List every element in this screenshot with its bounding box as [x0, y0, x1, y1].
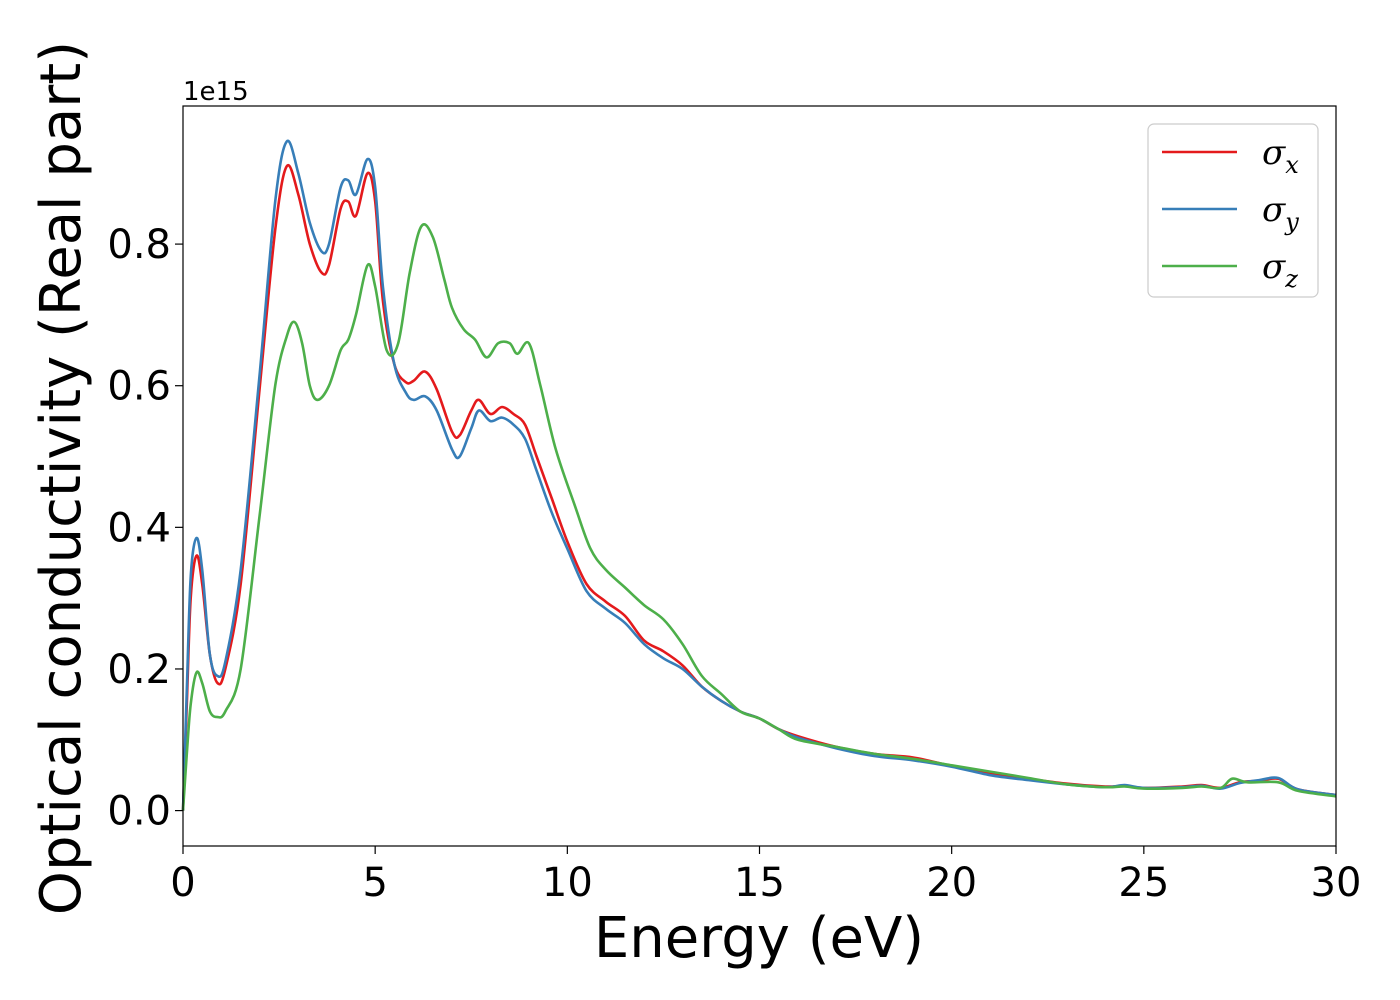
y-tick-label: 0.2 — [107, 647, 171, 693]
series-line-z — [181, 223, 1337, 811]
x-axis-label: Energy (eV) — [594, 906, 924, 971]
y-tick-label: 0.8 — [107, 222, 171, 268]
y-axis-ticks: 0.0 0.2 0.4 0.6 0.8 — [107, 222, 183, 835]
legend-label-subscript: x — [1285, 151, 1299, 179]
y-tick-label: 0.0 — [107, 789, 171, 835]
x-tick-label: 0 — [170, 860, 195, 906]
y-axis-label: Optical conductivity (Real part) — [29, 41, 94, 915]
y-tick-label: 0.6 — [107, 364, 171, 410]
y-offset-label: 1e15 — [183, 77, 249, 107]
x-tick-label: 20 — [926, 860, 977, 906]
x-tick-label: 10 — [542, 860, 593, 906]
x-tick-label: 15 — [734, 860, 785, 906]
legend-label-subscript: z — [1284, 265, 1298, 293]
legend-box — [1147, 123, 1319, 298]
legend-label-subscript: y — [1284, 208, 1299, 236]
y-tick-label: 0.4 — [107, 505, 171, 551]
x-axis-ticks: 0 5 10 15 20 25 30 — [170, 846, 1361, 906]
x-tick-label: 25 — [1118, 860, 1169, 906]
x-tick-label: 30 — [1311, 860, 1362, 906]
plot-area — [183, 106, 1336, 846]
x-tick-label: 5 — [362, 860, 387, 906]
series-layer — [181, 139, 1337, 811]
